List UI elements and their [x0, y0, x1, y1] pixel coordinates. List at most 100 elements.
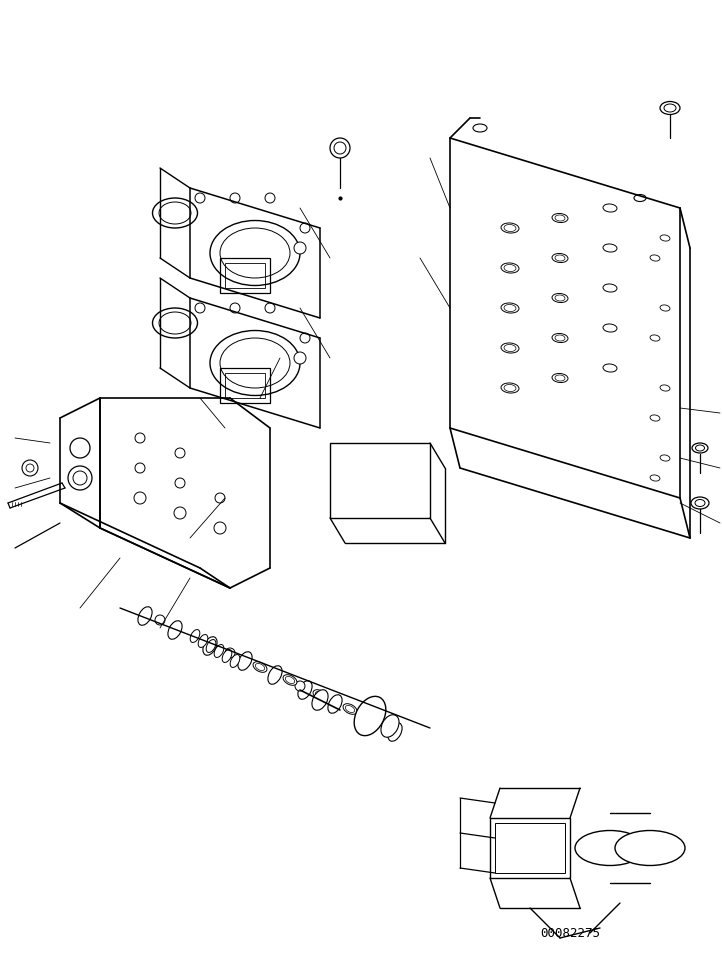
Ellipse shape [328, 695, 342, 714]
Ellipse shape [312, 690, 328, 710]
Ellipse shape [504, 224, 516, 232]
Ellipse shape [473, 124, 487, 132]
Ellipse shape [615, 831, 685, 865]
Circle shape [26, 464, 34, 472]
Bar [220, 258, 270, 293]
Ellipse shape [575, 831, 645, 865]
Circle shape [300, 333, 310, 343]
Ellipse shape [345, 705, 355, 713]
Ellipse shape [603, 204, 617, 212]
Ellipse shape [220, 228, 290, 278]
Ellipse shape [152, 198, 198, 228]
Ellipse shape [230, 654, 240, 668]
Ellipse shape [650, 415, 660, 422]
Circle shape [265, 193, 275, 203]
Ellipse shape [283, 674, 297, 685]
Ellipse shape [268, 666, 282, 684]
Ellipse shape [238, 651, 252, 671]
Text: 00082275: 00082275 [540, 927, 600, 940]
Circle shape [230, 303, 240, 313]
Ellipse shape [634, 194, 646, 201]
Ellipse shape [501, 262, 519, 273]
Ellipse shape [555, 255, 565, 261]
Ellipse shape [222, 650, 232, 663]
Circle shape [294, 352, 306, 364]
Ellipse shape [504, 305, 516, 311]
Ellipse shape [168, 621, 182, 639]
Ellipse shape [159, 312, 191, 334]
Circle shape [135, 433, 145, 443]
Ellipse shape [381, 715, 399, 738]
Ellipse shape [555, 295, 565, 301]
Ellipse shape [555, 375, 565, 381]
Ellipse shape [203, 637, 217, 655]
Ellipse shape [210, 220, 300, 285]
Ellipse shape [660, 102, 680, 115]
Ellipse shape [660, 385, 670, 391]
Ellipse shape [313, 690, 327, 700]
Ellipse shape [664, 104, 676, 112]
Ellipse shape [355, 696, 386, 736]
Circle shape [73, 471, 87, 485]
Ellipse shape [152, 308, 198, 338]
Circle shape [195, 193, 205, 203]
Ellipse shape [660, 305, 670, 311]
Ellipse shape [285, 676, 295, 684]
Ellipse shape [603, 244, 617, 252]
Ellipse shape [138, 606, 152, 626]
Ellipse shape [660, 455, 670, 461]
Ellipse shape [552, 254, 568, 262]
Ellipse shape [501, 343, 519, 354]
Circle shape [294, 242, 306, 254]
Circle shape [214, 522, 226, 534]
Ellipse shape [256, 664, 265, 671]
Ellipse shape [695, 499, 705, 507]
Ellipse shape [214, 645, 224, 657]
Circle shape [265, 303, 275, 313]
Circle shape [174, 507, 186, 519]
Ellipse shape [695, 445, 705, 451]
Ellipse shape [603, 364, 617, 372]
Ellipse shape [603, 284, 617, 292]
Ellipse shape [555, 335, 565, 341]
Bar [495, 823, 565, 873]
Ellipse shape [650, 335, 660, 341]
Ellipse shape [555, 215, 565, 221]
Circle shape [134, 492, 146, 504]
Ellipse shape [190, 629, 200, 643]
Ellipse shape [650, 255, 660, 262]
Ellipse shape [388, 722, 402, 741]
Ellipse shape [501, 303, 519, 313]
Circle shape [22, 460, 38, 476]
Ellipse shape [198, 634, 208, 648]
Circle shape [300, 223, 310, 233]
Bar [330, 443, 430, 518]
Ellipse shape [206, 640, 216, 652]
Ellipse shape [552, 374, 568, 382]
Ellipse shape [603, 324, 617, 332]
Ellipse shape [660, 235, 670, 241]
Ellipse shape [552, 333, 568, 343]
Circle shape [230, 193, 240, 203]
Circle shape [135, 463, 145, 473]
Circle shape [334, 142, 346, 154]
Circle shape [175, 448, 185, 458]
Ellipse shape [504, 264, 516, 271]
Circle shape [175, 478, 185, 488]
Circle shape [295, 681, 305, 691]
Ellipse shape [650, 475, 660, 481]
Ellipse shape [159, 202, 191, 224]
Circle shape [70, 438, 90, 458]
Ellipse shape [552, 293, 568, 303]
Ellipse shape [343, 704, 357, 715]
Circle shape [68, 466, 92, 490]
Ellipse shape [298, 681, 312, 699]
Circle shape [225, 648, 235, 658]
Ellipse shape [691, 497, 709, 509]
Ellipse shape [501, 223, 519, 233]
Ellipse shape [358, 709, 372, 727]
Ellipse shape [504, 345, 516, 352]
Ellipse shape [552, 214, 568, 222]
Circle shape [215, 493, 225, 503]
Bar [225, 373, 265, 398]
